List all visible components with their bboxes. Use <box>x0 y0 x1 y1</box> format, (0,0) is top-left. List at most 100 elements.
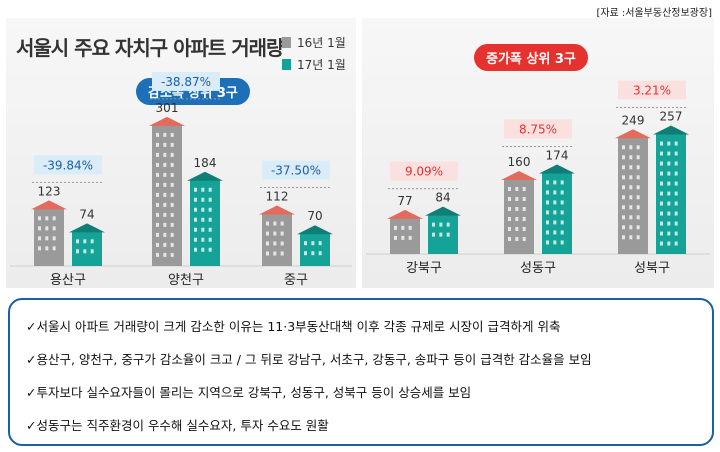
성동구-2017-window <box>560 190 564 195</box>
성북구-2016-window <box>629 165 633 170</box>
page-title: 서울시 주요 자치구 아파트 거래량 <box>16 36 284 60</box>
양천구-2016-window <box>170 252 174 257</box>
성동구-2017-window <box>546 190 549 195</box>
성동구-2017-window <box>553 200 557 205</box>
강북구-2016-window <box>408 235 412 240</box>
성동구-2017-window <box>553 180 557 185</box>
성북구-2017-window <box>674 221 678 226</box>
pct-badge-bg-성북구 <box>618 80 686 100</box>
increase-top3-badge: 증가폭 상위 3구 <box>474 44 588 71</box>
category-label-성북구: 성북구 <box>634 261 670 276</box>
용산구-2017-window <box>83 249 87 254</box>
양천구-2016-window <box>156 212 159 217</box>
roof-양천구-2017 <box>187 171 223 181</box>
양천구-2016-window <box>163 252 167 257</box>
성동구-2016-window <box>522 217 526 221</box>
성북구-2016-window <box>636 215 640 220</box>
성북구-2017-window <box>667 141 671 146</box>
value-label-성동구-2017: 174 <box>546 148 569 162</box>
양천구-2016-window <box>163 232 167 237</box>
note-line-2: ✓용산구, 양천구, 중구가 감소율이 크고 / 그 뒤로 강남구, 서초구, … <box>26 352 592 367</box>
성동구-2017-window <box>553 230 557 235</box>
성북구-2017-window <box>674 141 678 146</box>
성북구-2016-window <box>629 225 633 230</box>
성북구-2017-window <box>667 211 671 216</box>
legend-swatch-2017 <box>282 59 291 70</box>
성북구-2017-window <box>660 141 663 146</box>
양천구-2016-window <box>156 242 159 247</box>
용산구-2016-window <box>45 226 49 231</box>
pct-change-중구: -37.50% <box>271 164 321 178</box>
용산구-2016-window <box>38 246 41 251</box>
성북구-2016-window <box>636 145 640 150</box>
성북구-2016-window <box>622 195 625 200</box>
용산구-2017-window <box>76 249 79 254</box>
성북구-2017-window <box>674 211 678 216</box>
성동구-2017-window <box>560 180 564 185</box>
양천구-2017-window <box>208 247 212 252</box>
value-label-성동구-2016: 160 <box>508 155 531 169</box>
양천구-2016-window <box>163 162 167 167</box>
bar-성동구-2016 <box>504 179 534 254</box>
성북구-2017-window <box>660 221 663 226</box>
양천구-2016-window <box>170 182 174 187</box>
용산구-2016-window <box>45 246 49 251</box>
pct-change-양천구: -38.87% <box>161 75 211 89</box>
성동구-2017-window <box>553 220 557 225</box>
양천구-2017-window <box>208 227 212 232</box>
성북구-2017-window <box>674 151 678 156</box>
성동구-2017-window <box>553 190 557 195</box>
성북구-2017-window <box>660 171 663 176</box>
성동구-2016-window <box>515 187 519 191</box>
중구-2017-window <box>318 241 322 246</box>
성북구-2016-window <box>629 155 633 160</box>
성북구-2017-window <box>660 151 663 156</box>
pct-change-성북구: 3.21% <box>633 84 671 98</box>
양천구-2016-window <box>170 192 174 197</box>
용산구-2017-window <box>90 249 94 254</box>
양천구-2016-window <box>163 132 167 137</box>
양천구-2016-window <box>156 142 159 147</box>
note-line-3: ✓투자보다 실수요자들이 몰리는 지역으로 강북구, 성동구, 성북구 등이 상… <box>26 385 472 400</box>
roof-강북구-2017 <box>425 206 461 216</box>
성북구-2016-window <box>636 175 640 180</box>
pct-change-용산구: -39.84% <box>43 158 93 172</box>
양천구-2017-window <box>208 237 212 242</box>
성동구-2016-window <box>508 237 511 241</box>
bar-중구-2016 <box>262 213 292 266</box>
성북구-2016-window <box>636 235 640 240</box>
양천구-2017-window <box>208 197 212 202</box>
성동구-2016-window <box>515 217 519 221</box>
양천구-2017-window <box>201 187 205 192</box>
성북구-2016-window <box>636 195 640 200</box>
성동구-2016-window <box>522 227 526 231</box>
강북구-2016-window <box>408 225 412 230</box>
value-label-중구-2016: 112 <box>266 190 289 204</box>
용산구-2016-window <box>52 216 56 221</box>
성북구-2016-window <box>636 185 640 190</box>
성북구-2017-window <box>667 181 671 186</box>
value-label-성북구-2016: 249 <box>622 113 645 127</box>
성북구-2017-window <box>667 221 671 226</box>
value-label-양천구-2017: 184 <box>194 156 217 170</box>
양천구-2016-window <box>156 132 159 137</box>
용산구-2016-window <box>45 216 49 221</box>
양천구-2016-window <box>156 202 159 207</box>
양천구-2017-window <box>201 207 205 212</box>
양천구-2016-window <box>170 202 174 207</box>
성동구-2016-window <box>522 197 526 201</box>
pct-badge-bg-용산구 <box>34 155 102 175</box>
성북구-2017-window <box>674 181 678 186</box>
양천구-2016-window <box>156 222 159 227</box>
중구-2017-window <box>311 241 315 246</box>
양천구-2017-window <box>201 227 205 232</box>
성동구-2016-window <box>508 207 511 211</box>
pct-change-강북구: 9.09% <box>405 165 443 179</box>
성북구-2017-window <box>667 171 671 176</box>
양천구-2016-window <box>170 212 174 217</box>
양천구-2016-window <box>163 192 167 197</box>
양천구-2017-window <box>208 217 212 222</box>
양천구-2016-window <box>163 242 167 247</box>
성북구-2017-window <box>674 241 678 246</box>
성북구-2017-window <box>674 171 678 176</box>
